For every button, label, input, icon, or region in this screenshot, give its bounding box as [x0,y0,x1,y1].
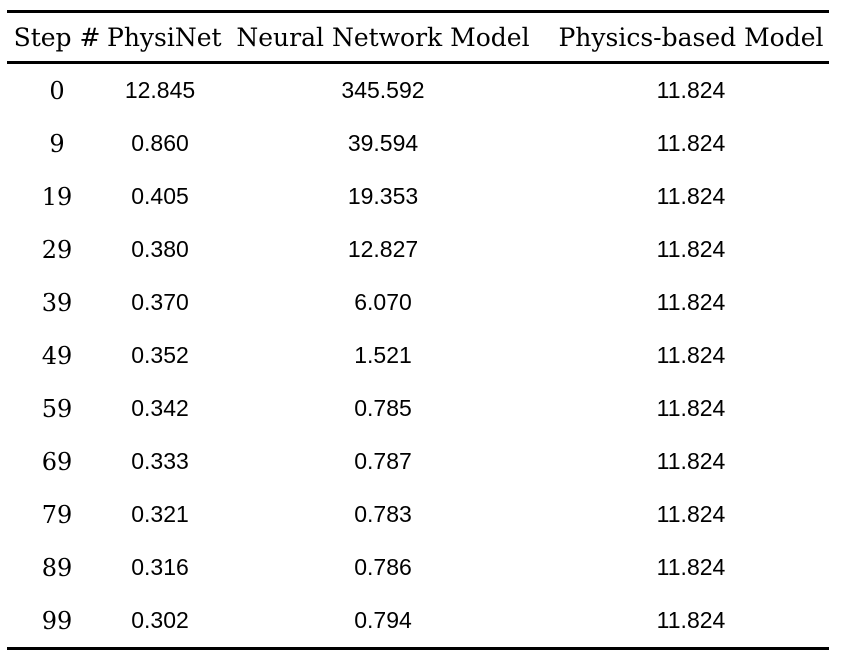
value-cell: 0.370 [131,289,189,315]
value-cell: 11.824 [656,607,726,633]
table-row: 0 12.845 345.592 11.824 [7,63,829,118]
step-cell: 19 [41,182,73,211]
column-header-2: Neural Network Model [213,11,553,64]
header-row: Step # PhysiNet Neural Network Model Physic… [7,11,829,64]
value-cell: 6.070 [354,289,412,315]
table-row: 89 0.316 0.786 11.824 [7,541,829,594]
table-row: 29 0.380 12.827 11.824 [7,223,829,276]
value-cell: 0.787 [354,448,412,474]
table-row: 79 0.321 0.783 11.824 [7,488,829,541]
step-cell: 59 [41,394,73,423]
table-row: 99 0.302 0.794 11.824 [7,594,829,649]
results-table-container: Step # PhysiNet Neural Network Model Physic… [7,10,829,650]
table-row: 9 0.860 39.594 11.824 [7,117,829,170]
value-cell: 0.405 [131,183,189,209]
table-row: 59 0.342 0.785 11.824 [7,382,829,435]
value-cell: 19.353 [347,183,419,209]
table-row: 19 0.405 19.353 11.824 [7,170,829,223]
value-cell: 39.594 [347,130,419,156]
value-cell: 0.316 [131,554,189,580]
value-cell: 0.786 [354,554,412,580]
step-cell: 99 [41,606,73,635]
value-cell: 11.824 [656,289,726,315]
value-cell: 11.824 [656,130,726,156]
value-cell: 11.824 [656,342,726,368]
value-cell: 0.783 [354,501,412,527]
value-cell: 11.824 [656,501,726,527]
step-cell: 79 [41,500,73,529]
value-cell: 0.860 [131,130,189,156]
step-cell: 49 [41,341,73,370]
value-cell: 0.352 [131,342,189,368]
value-cell: 1.521 [354,342,412,368]
value-cell: 0.321 [131,501,189,527]
step-cell: 9 [49,129,65,158]
value-cell: 12.845 [124,77,196,103]
value-cell: 0.380 [131,236,189,262]
value-cell: 345.592 [341,77,425,103]
table-row: 39 0.370 6.070 11.824 [7,276,829,329]
value-cell: 0.342 [131,395,189,421]
value-cell: 0.333 [131,448,189,474]
value-cell: 11.824 [656,448,726,474]
value-cell: 12.827 [347,236,419,262]
table-row: 69 0.333 0.787 11.824 [7,435,829,488]
step-cell: 89 [41,553,73,582]
value-cell: 0.794 [354,607,412,633]
value-cell: 11.824 [656,236,726,262]
column-header-0: Step # [7,11,107,64]
value-cell: 11.824 [656,395,726,421]
value-cell: 11.824 [656,554,726,580]
column-header-3: Physics-based Model [553,11,829,64]
table-row: 49 0.352 1.521 11.824 [7,329,829,382]
step-cell: 29 [41,235,73,264]
value-cell: 0.785 [354,395,412,421]
step-cell: 39 [41,288,73,317]
value-cell: 11.824 [656,77,726,103]
results-table: Step # PhysiNet Neural Network Model Physic… [7,10,829,650]
step-cell: 0 [49,76,65,105]
value-cell: 11.824 [656,183,726,209]
column-header-1: PhysiNet [107,11,222,64]
value-cell: 0.302 [131,607,189,633]
step-cell: 69 [41,447,73,476]
